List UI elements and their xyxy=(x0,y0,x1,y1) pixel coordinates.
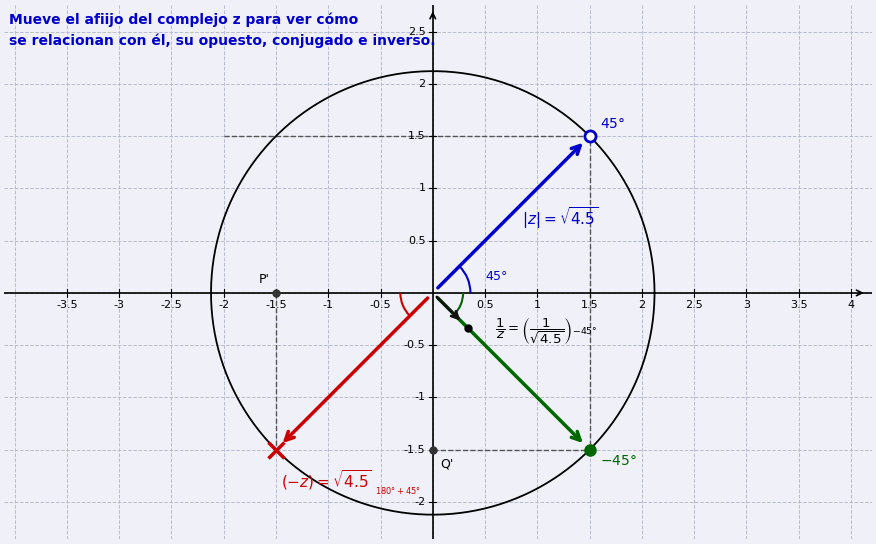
Text: 3.5: 3.5 xyxy=(790,300,808,310)
Text: -2: -2 xyxy=(414,497,426,507)
Text: -3: -3 xyxy=(114,300,124,310)
Text: $45°$: $45°$ xyxy=(485,270,508,283)
Text: -3.5: -3.5 xyxy=(56,300,78,310)
Text: -1.5: -1.5 xyxy=(404,444,426,455)
Text: $\dfrac{1}{z} = \left(\dfrac{1}{\sqrt{4.5}}\right)_{-45°}$: $\dfrac{1}{z} = \left(\dfrac{1}{\sqrt{4.… xyxy=(496,317,598,347)
Text: -0.5: -0.5 xyxy=(404,340,426,350)
Text: 1: 1 xyxy=(419,183,426,193)
Text: Q': Q' xyxy=(440,457,454,470)
Text: 4: 4 xyxy=(847,300,854,310)
Text: 0.5: 0.5 xyxy=(408,236,426,246)
Text: se relacionan con él, su opuesto, conjugado e inverso.: se relacionan con él, su opuesto, conjug… xyxy=(10,34,436,48)
Text: 2: 2 xyxy=(419,79,426,89)
Text: 1.5: 1.5 xyxy=(581,300,598,310)
Text: 0.5: 0.5 xyxy=(477,300,494,310)
Text: 1: 1 xyxy=(533,300,540,310)
Text: -2.5: -2.5 xyxy=(160,300,182,310)
Text: -1: -1 xyxy=(414,392,426,403)
Text: -1: -1 xyxy=(322,300,334,310)
Text: $-45°$: $-45°$ xyxy=(600,454,637,468)
Text: 2.5: 2.5 xyxy=(407,27,426,36)
Text: -2: -2 xyxy=(218,300,230,310)
Text: Mueve el afiijo del complejo z para ver cómo: Mueve el afiijo del complejo z para ver … xyxy=(10,13,358,27)
Text: $_{180°+45°}$: $_{180°+45°}$ xyxy=(375,484,421,497)
Text: P': P' xyxy=(258,273,270,286)
Text: -0.5: -0.5 xyxy=(370,300,392,310)
Text: $|z| = \sqrt{4.5}$: $|z| = \sqrt{4.5}$ xyxy=(521,205,598,231)
Text: 2.5: 2.5 xyxy=(685,300,703,310)
Text: 3: 3 xyxy=(743,300,750,310)
Text: $45°$: $45°$ xyxy=(600,117,625,131)
Text: 2: 2 xyxy=(639,300,646,310)
Text: $(-z) = \sqrt{4.5}$: $(-z) = \sqrt{4.5}$ xyxy=(281,468,372,492)
Text: -1.5: -1.5 xyxy=(265,300,286,310)
Text: 1.5: 1.5 xyxy=(408,131,426,141)
